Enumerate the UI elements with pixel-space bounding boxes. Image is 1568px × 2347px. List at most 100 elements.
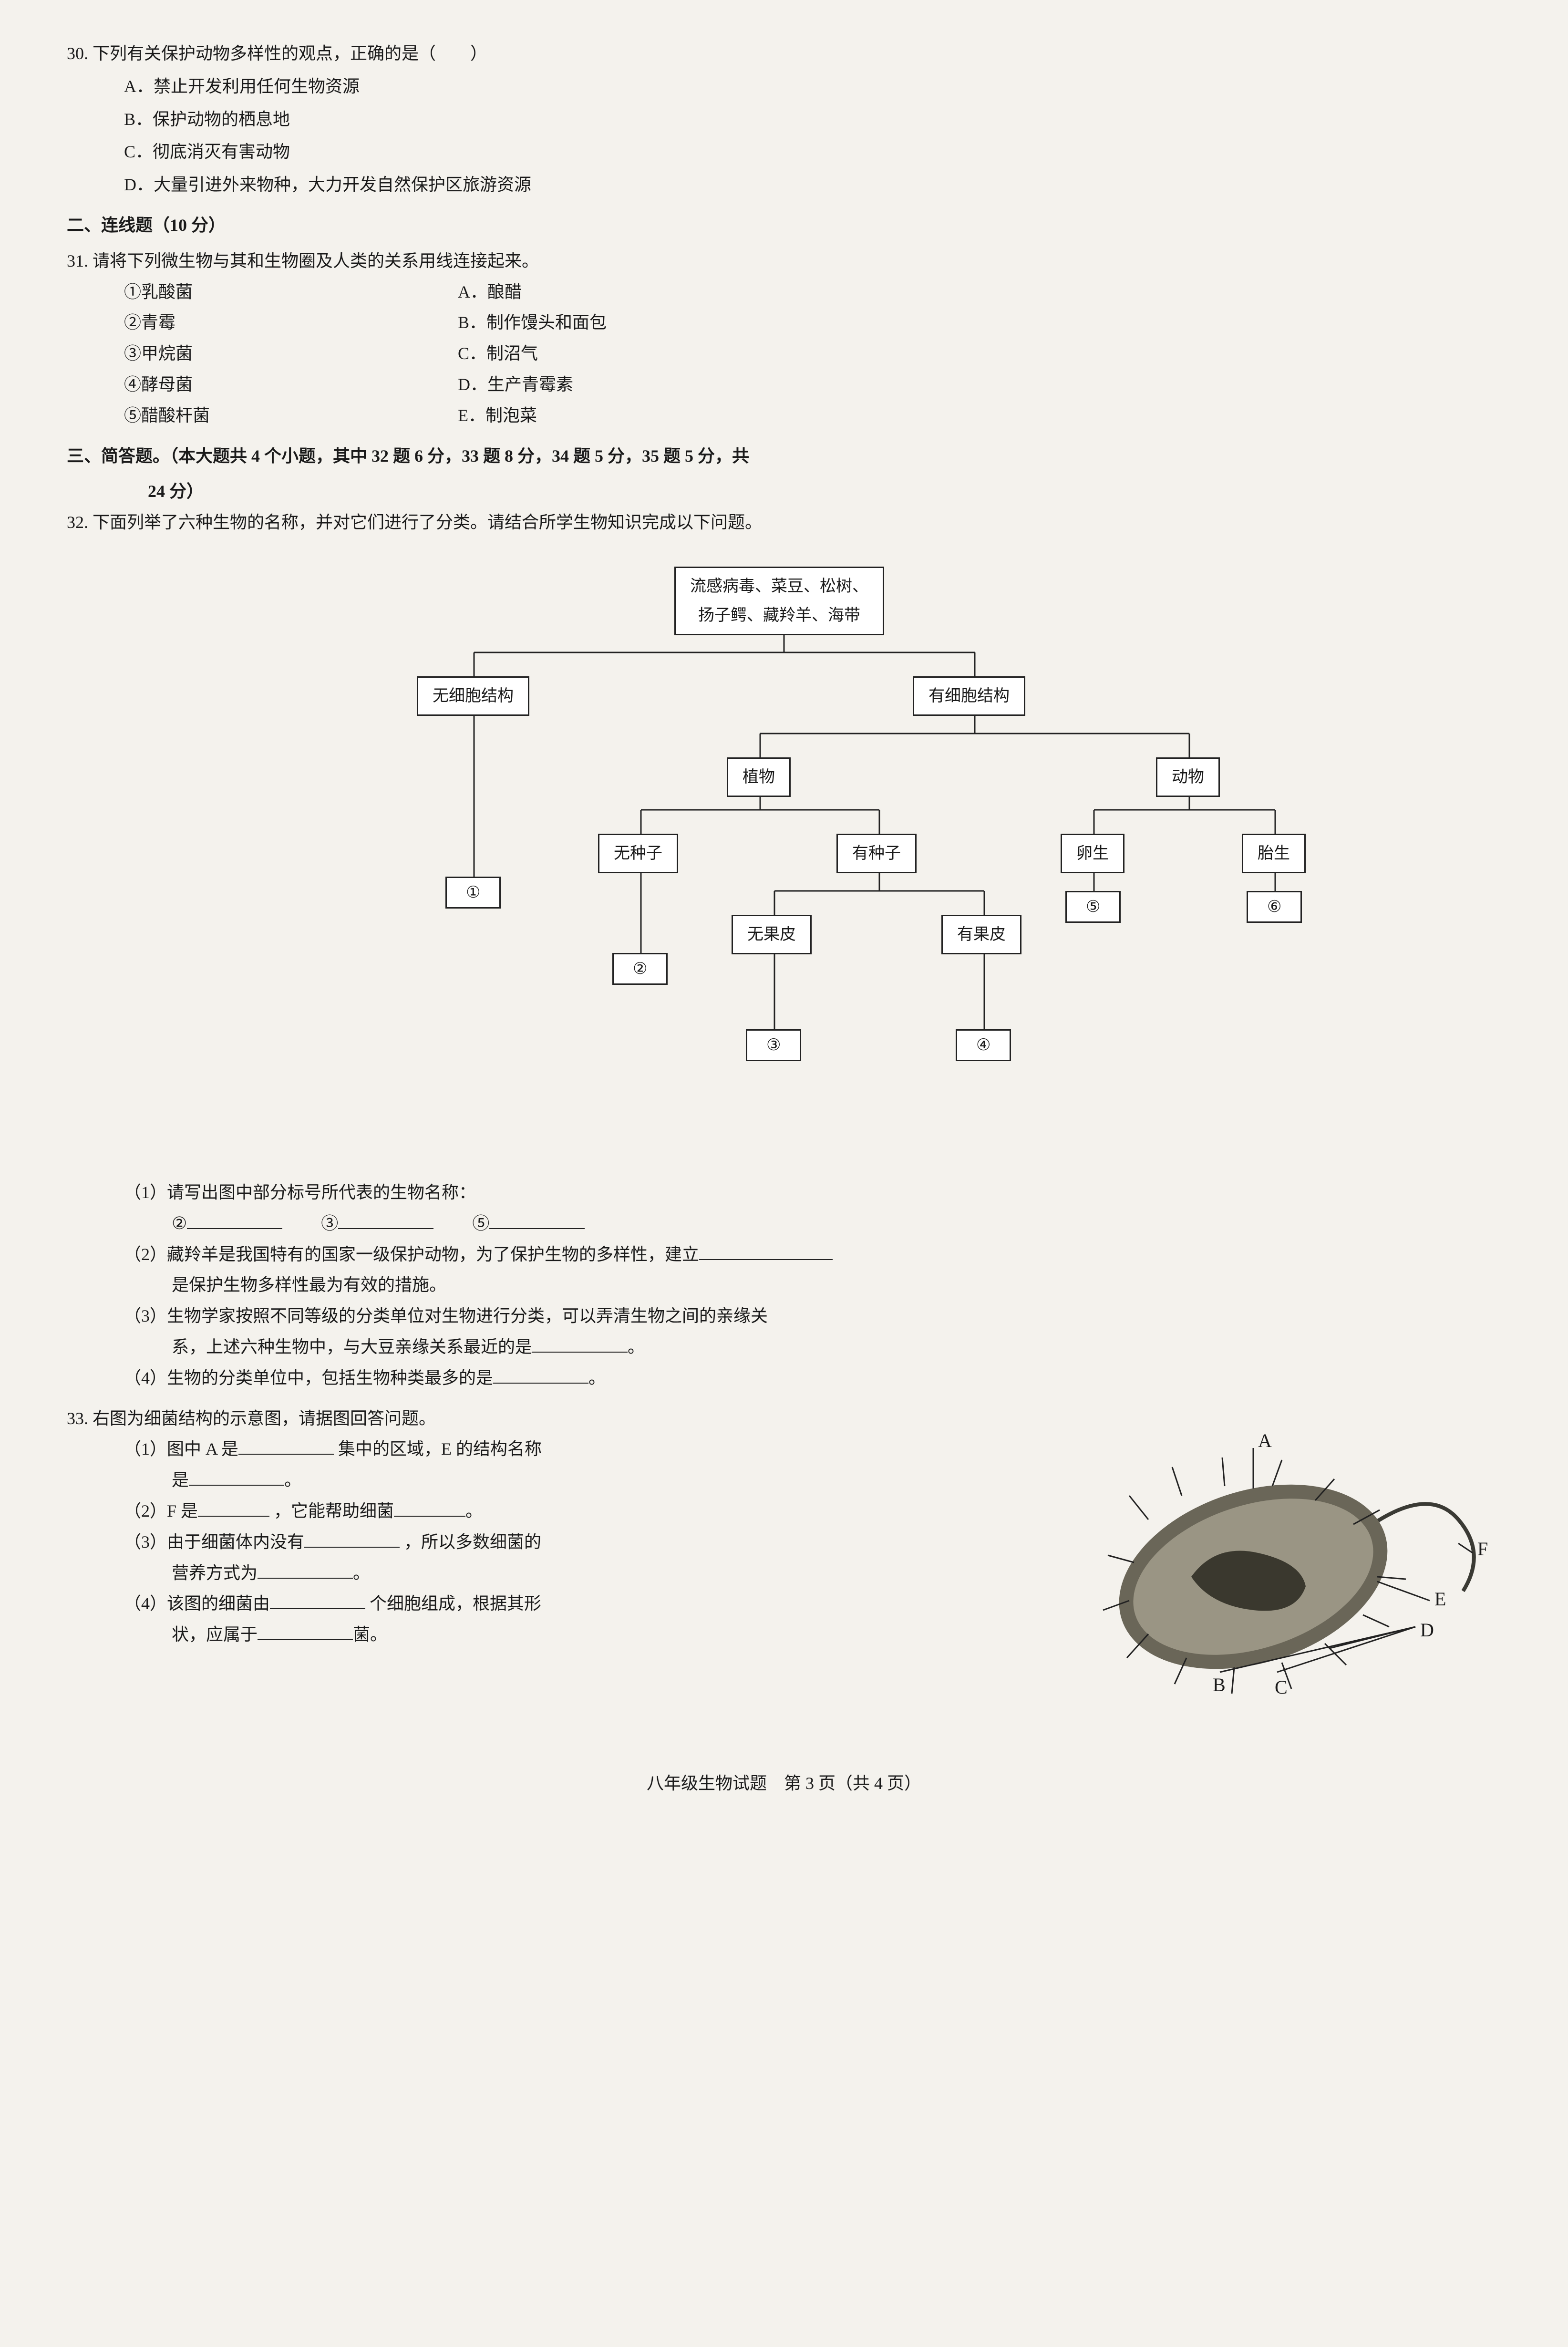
- blank[interactable]: [258, 1622, 353, 1641]
- label-B: B: [1213, 1674, 1226, 1696]
- q33-p4d: 菌。: [353, 1625, 387, 1644]
- blank[interactable]: [258, 1560, 353, 1579]
- q32-tree-lines: [259, 557, 1309, 1158]
- label-C: C: [1275, 1676, 1288, 1698]
- q33-p1: （1）图中 A 是 集中的区域，E 的结构名称: [67, 1434, 1077, 1465]
- q32-diagram: 流感病毒、菜豆、松树、 扬子鳄、藏羚羊、海带 无细胞结构 有细胞结构 植物 动物…: [67, 557, 1501, 1158]
- q33-p4-line2: 状，应属于 菌。: [67, 1619, 1077, 1650]
- q32-p4a: （4）生物的分类单位中，包括生物种类最多的是: [124, 1368, 493, 1387]
- label-A: A: [1258, 1434, 1272, 1451]
- label-D: D: [1420, 1619, 1434, 1641]
- section-3-line1: 三、简答题。（本大题共 4 个小题，其中 32 题 6 分，33 题 8 分，3…: [67, 446, 749, 465]
- q33-p1a: （1）图中 A 是: [124, 1439, 238, 1458]
- q32-p1a: ②: [172, 1214, 187, 1233]
- q32-stem: 下面列举了六种生物的名称，并对它们进行了分类。请结合所学生物知识完成以下问题。: [93, 513, 762, 532]
- section-3-line2: 24 分）: [67, 476, 1501, 507]
- q32-p3a: （3）生物学家按照不同等级的分类单位对生物进行分类，可以弄清生物之间的亲缘关: [67, 1301, 1501, 1332]
- q32-p1: （1）请写出图中部分标号所代表的生物名称：: [67, 1177, 1501, 1208]
- q30-opt-c: C．彻底消灭有害动物: [124, 136, 1501, 167]
- q33-p2b: ，它能帮助细菌: [274, 1501, 394, 1520]
- q31-l3: ③甲烷菌: [124, 338, 458, 369]
- q33-body: （1）图中 A 是 集中的区域，E 的结构名称 是。 （2）F 是 ，它能帮助细…: [67, 1434, 1501, 1711]
- box-vivip: 胎生: [1242, 834, 1306, 873]
- q31-l1: ①乳酸菌: [124, 277, 458, 308]
- q30-stem: 下列有关保护动物多样性的观点，正确的是（ ）: [93, 44, 487, 63]
- q33: 33. 右图为细菌结构的示意图，请据图回答问题。 （1）图中 A 是 集中的区域…: [67, 1403, 1501, 1711]
- box-c2: ②: [612, 953, 668, 985]
- q31-stem: 请将下列微生物与其和生物圈及人类的关系用线连接起来。: [93, 251, 539, 270]
- blank[interactable]: [489, 1210, 585, 1229]
- blank[interactable]: [238, 1436, 334, 1455]
- q33-p1-line2: 是。: [67, 1465, 1077, 1496]
- q30: 30. 下列有关保护动物多样性的观点，正确的是（ ） A．禁止开发利用任何生物资…: [67, 38, 1501, 200]
- q30-opt-a: A．禁止开发利用任何生物资源: [124, 71, 1501, 102]
- q33-p4c: 状，应属于: [172, 1625, 258, 1644]
- section-2-heading: 二、连线题（10 分）: [67, 210, 1501, 241]
- bacteria-diagram: A B C D E F: [1096, 1434, 1501, 1711]
- q32-p4: （4）生物的分类单位中，包括生物种类最多的是 。: [67, 1363, 1501, 1394]
- q31-l4: ④酵母菌: [124, 369, 458, 400]
- box-hascell: 有细胞结构: [913, 676, 1025, 716]
- q32-p1-blanks: ② ③ ⑤: [67, 1208, 1501, 1239]
- blank[interactable]: [532, 1334, 628, 1353]
- q33-p3d: 。: [353, 1563, 370, 1582]
- q31-l5: ⑤醋酸杆菌: [124, 400, 458, 431]
- q31: 31. 请将下列微生物与其和生物圈及人类的关系用线连接起来。 ①乳酸菌A．酿醋 …: [67, 246, 1501, 431]
- q33-text: （1）图中 A 是 集中的区域，E 的结构名称 是。 （2）F 是 ，它能帮助细…: [67, 1434, 1077, 1650]
- q32-p1c: ⑤: [472, 1214, 489, 1233]
- q32-p2a: （2）藏羚羊是我国特有的国家一级保护动物，为了保护生物的多样性，建立: [124, 1245, 699, 1264]
- box-nopeel: 无果皮: [732, 915, 812, 954]
- blank[interactable]: [189, 1467, 284, 1486]
- q31-num: 31.: [67, 251, 88, 270]
- q33-p3b: ，所以多数细菌的: [404, 1532, 541, 1551]
- q32-num: 32.: [67, 513, 88, 532]
- q33-p2c: 。: [465, 1501, 483, 1520]
- blank[interactable]: [304, 1529, 400, 1548]
- box-c3: ③: [746, 1029, 801, 1061]
- blank[interactable]: [198, 1498, 269, 1517]
- q33-stem: 右图为细菌结构的示意图，请据图回答问题。: [93, 1409, 436, 1428]
- box-c1: ①: [445, 877, 501, 909]
- box-plant: 植物: [727, 757, 791, 797]
- q30-opt-b: B．保护动物的栖息地: [124, 104, 1501, 135]
- q32: 32. 下面列举了六种生物的名称，并对它们进行了分类。请结合所学生物知识完成以下…: [67, 507, 1501, 1393]
- box-animal: 动物: [1156, 757, 1220, 797]
- box-c6: ⑥: [1247, 891, 1302, 923]
- box-c5: ⑤: [1065, 891, 1121, 923]
- page-footer: 八年级生物试题 第 3 页（共 4 页）: [67, 1768, 1501, 1799]
- q31-l2: ②青霉: [124, 307, 458, 338]
- blank[interactable]: [338, 1210, 433, 1229]
- q31-r5: E．制泡菜: [458, 400, 537, 431]
- q32-p2: （2）藏羚羊是我国特有的国家一级保护动物，为了保护生物的多样性，建立: [67, 1239, 1501, 1270]
- q33-num: 33.: [67, 1409, 88, 1428]
- blank[interactable]: [394, 1498, 465, 1517]
- q31-r2: B．制作馒头和面包: [458, 307, 607, 338]
- bacteria-svg: A B C D E F: [1096, 1434, 1501, 1701]
- root-box: 流感病毒、菜豆、松树、 扬子鳄、藏羚羊、海带: [674, 567, 884, 635]
- q33-p3: （3）由于细菌体内没有 ，所以多数细菌的: [67, 1527, 1077, 1558]
- q32-p1b: ③: [321, 1214, 338, 1233]
- q33-p3-line2: 营养方式为 。: [67, 1558, 1077, 1589]
- blank[interactable]: [493, 1365, 588, 1384]
- blank[interactable]: [699, 1241, 833, 1260]
- section-3-heading: 三、简答题。（本大题共 4 个小题，其中 32 题 6 分，33 题 8 分，3…: [67, 441, 1501, 472]
- q33-p4b: 个细胞组成，根据其形: [370, 1594, 541, 1613]
- blank[interactable]: [187, 1210, 282, 1229]
- q32-p3c: 。: [628, 1337, 645, 1356]
- box-noseed: 无种子: [598, 834, 678, 873]
- q31-r1: A．酿醋: [458, 277, 522, 308]
- box-ovip: 卵生: [1061, 834, 1124, 873]
- q31-r4: D．生产青霉素: [458, 369, 573, 400]
- root-line1: 流感病毒、菜豆、松树、: [690, 572, 868, 601]
- q30-options: A．禁止开发利用任何生物资源 B．保护动物的栖息地 C．彻底消灭有害动物 D．大…: [67, 71, 1501, 200]
- q32-p4b: 。: [588, 1368, 606, 1387]
- blank[interactable]: [270, 1591, 365, 1610]
- box-c4: ④: [956, 1029, 1011, 1061]
- q33-p1b: 集中的区域，E 的结构名称: [338, 1439, 542, 1458]
- q33-p3a: （3）由于细菌体内没有: [124, 1532, 304, 1551]
- q33-p3c: 营养方式为: [172, 1563, 258, 1582]
- box-nocell: 无细胞结构: [417, 676, 529, 716]
- box-haspeel: 有果皮: [941, 915, 1021, 954]
- q33-p4: （4）该图的细菌由 个细胞组成，根据其形: [67, 1588, 1077, 1619]
- q33-p2: （2）F 是 ，它能帮助细菌。: [67, 1496, 1077, 1527]
